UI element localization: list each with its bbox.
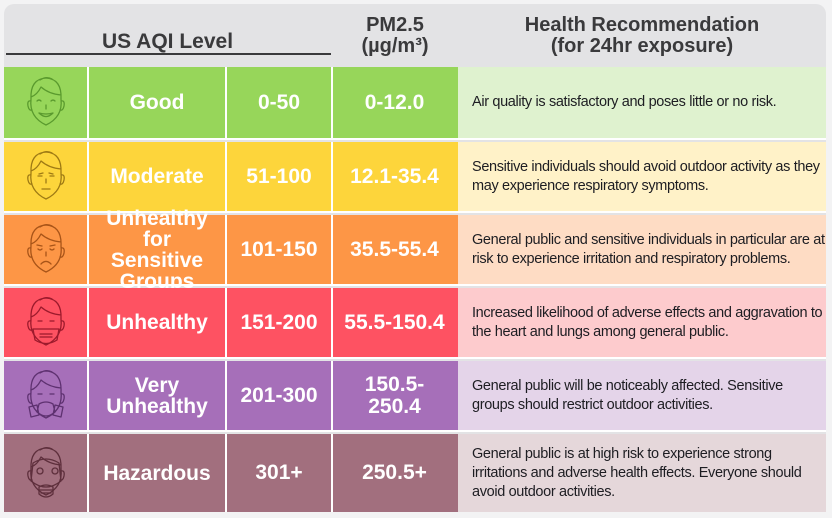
- row-accent: [456, 434, 458, 512]
- pm25-range: 12.1-35.4: [333, 142, 456, 211]
- health-recommendation-text: General public is at high risk to experi…: [472, 445, 802, 500]
- respirator-mask-icon: [26, 369, 65, 419]
- header-health-recommendation: Health Recommendation (for 24hr exposure…: [458, 4, 826, 67]
- row-accent: [456, 67, 458, 138]
- pm25-range: 55.5-150.4: [333, 288, 456, 357]
- table-row: Unhealthy 151-200 55.5-150.4 Increased like…: [4, 288, 826, 359]
- level-name: Unhealthy for Sensitive Groups: [89, 208, 225, 292]
- smiling-face-icon: [26, 76, 65, 126]
- row-accent: [456, 288, 458, 357]
- table-row: Hazardous 301+ 250.5+ General public is at …: [4, 434, 826, 512]
- level-name: Unhealthy: [89, 288, 225, 357]
- level-name: Very Unhealthy: [89, 361, 225, 430]
- health-recommendation: Air quality is satisfactory and poses li…: [458, 67, 826, 138]
- table-row: Moderate 51-100 12.1-35.4 Sensitive individ…: [4, 142, 826, 213]
- header-aqi-level-label: US AQI Level: [101, 30, 234, 53]
- health-recommendation-text: General public and sensitive individuals…: [472, 231, 825, 267]
- aqi-range: 0-50: [227, 67, 331, 138]
- aqi-table: US AQI Level PM2.5 (µg/m³) Health Recomm…: [4, 4, 826, 512]
- pm25-range: 150.5-250.4: [333, 361, 456, 430]
- pm25-range: 0-12.0: [333, 67, 456, 138]
- aqi-range: 301+: [227, 434, 331, 512]
- level-name: Good: [89, 67, 225, 138]
- health-recommendation: Increased likelihood of adverse effects …: [458, 288, 826, 357]
- health-recommendation: General public will be noticeably affect…: [458, 361, 826, 430]
- header-pm25-unit: (µg/m³): [361, 34, 429, 57]
- health-recommendation-text: Sensitive individuals should avoid outdo…: [472, 158, 820, 194]
- icon-cell: [4, 434, 87, 512]
- icon-cell: [4, 142, 87, 211]
- health-recommendation: General public is at high risk to experi…: [458, 434, 826, 512]
- pm25-range: 250.5+: [333, 434, 456, 512]
- table-row: Unhealthy for Sensitive Groups 101-150 35.…: [4, 208, 826, 292]
- neutral-face-icon: [26, 150, 65, 200]
- row-accent: [456, 215, 458, 284]
- header-pm25: PM2.5 (µg/m³): [333, 4, 457, 67]
- table-row: Good 0-50 0-12.0 Air quality is satisfactor…: [4, 67, 826, 140]
- sad-face-icon: [26, 223, 65, 273]
- pm25-range: 35.5-55.4: [333, 215, 456, 284]
- gas-mask-icon: [26, 447, 65, 498]
- icon-cell: [4, 215, 87, 284]
- aqi-range: 151-200: [227, 288, 331, 357]
- health-recommendation: General public and sensitive individuals…: [458, 215, 826, 284]
- header-divider: [6, 53, 331, 55]
- aqi-range: 101-150: [227, 215, 331, 284]
- aqi-range: 201-300: [227, 361, 331, 430]
- header-aqi-level: US AQI Level: [4, 4, 331, 67]
- level-name: Moderate: [89, 142, 225, 211]
- header-pm25-label: PM2.5: [366, 13, 424, 36]
- aqi-range: 51-100: [227, 142, 331, 211]
- row-accent: [456, 361, 458, 430]
- row-accent: [456, 142, 458, 211]
- face-mask-icon: [26, 296, 65, 346]
- icon-cell: [4, 67, 87, 138]
- header-health-sublabel: (for 24hr exposure): [550, 34, 734, 57]
- level-name: Hazardous: [89, 434, 225, 512]
- health-recommendation-text: Increased likelihood of adverse effects …: [472, 304, 823, 340]
- health-recommendation-text: General public will be noticeably affect…: [472, 377, 783, 413]
- header-health-label: Health Recommendation: [524, 13, 760, 36]
- table-row: Very Unhealthy 201-300 150.5-250.4 General …: [4, 361, 826, 432]
- icon-cell: [4, 288, 87, 357]
- health-recommendation-text: Air quality is satisfactory and poses li…: [472, 94, 777, 110]
- health-recommendation: Sensitive individuals should avoid outdo…: [458, 142, 826, 211]
- icon-cell: [4, 361, 87, 430]
